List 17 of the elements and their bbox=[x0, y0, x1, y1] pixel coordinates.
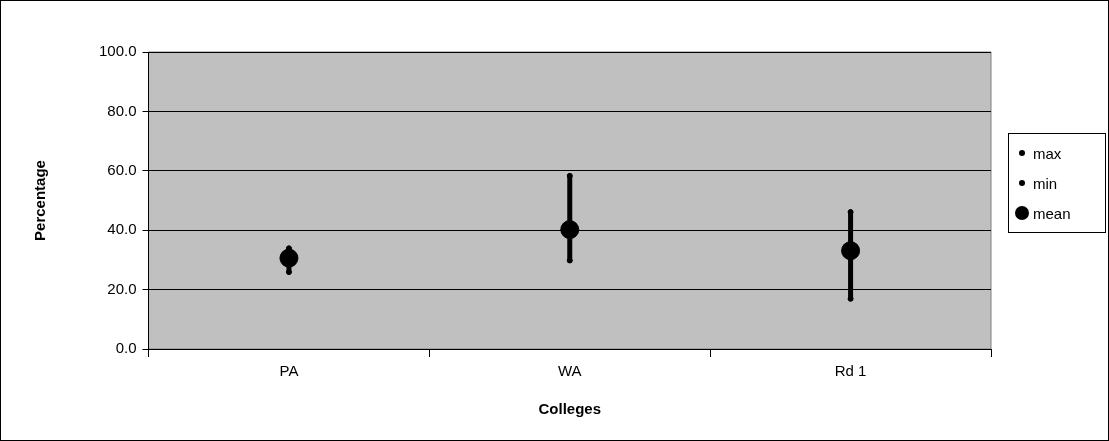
y-tick-label: 20.0 bbox=[107, 279, 137, 297]
legend-label: mean bbox=[1033, 204, 1071, 222]
y-tick-label: 0.0 bbox=[115, 339, 137, 357]
legend-label: max bbox=[1033, 144, 1062, 162]
x-axis-title: Colleges bbox=[538, 400, 602, 418]
y-axis-title: Percentage bbox=[31, 160, 49, 241]
x-tick-label: PA bbox=[279, 362, 299, 380]
y-tick-label: 40.0 bbox=[107, 220, 137, 238]
y-tick-label: 80.0 bbox=[107, 101, 137, 119]
y-tick-label: 60.0 bbox=[107, 160, 137, 178]
x-tick-label: Rd 1 bbox=[834, 362, 867, 380]
point bbox=[560, 220, 580, 240]
point bbox=[841, 241, 861, 261]
point bbox=[279, 248, 299, 268]
x-tick-label: WA bbox=[557, 362, 582, 380]
legend-label: min bbox=[1033, 174, 1058, 192]
y-tick-label: 100.0 bbox=[98, 42, 137, 60]
